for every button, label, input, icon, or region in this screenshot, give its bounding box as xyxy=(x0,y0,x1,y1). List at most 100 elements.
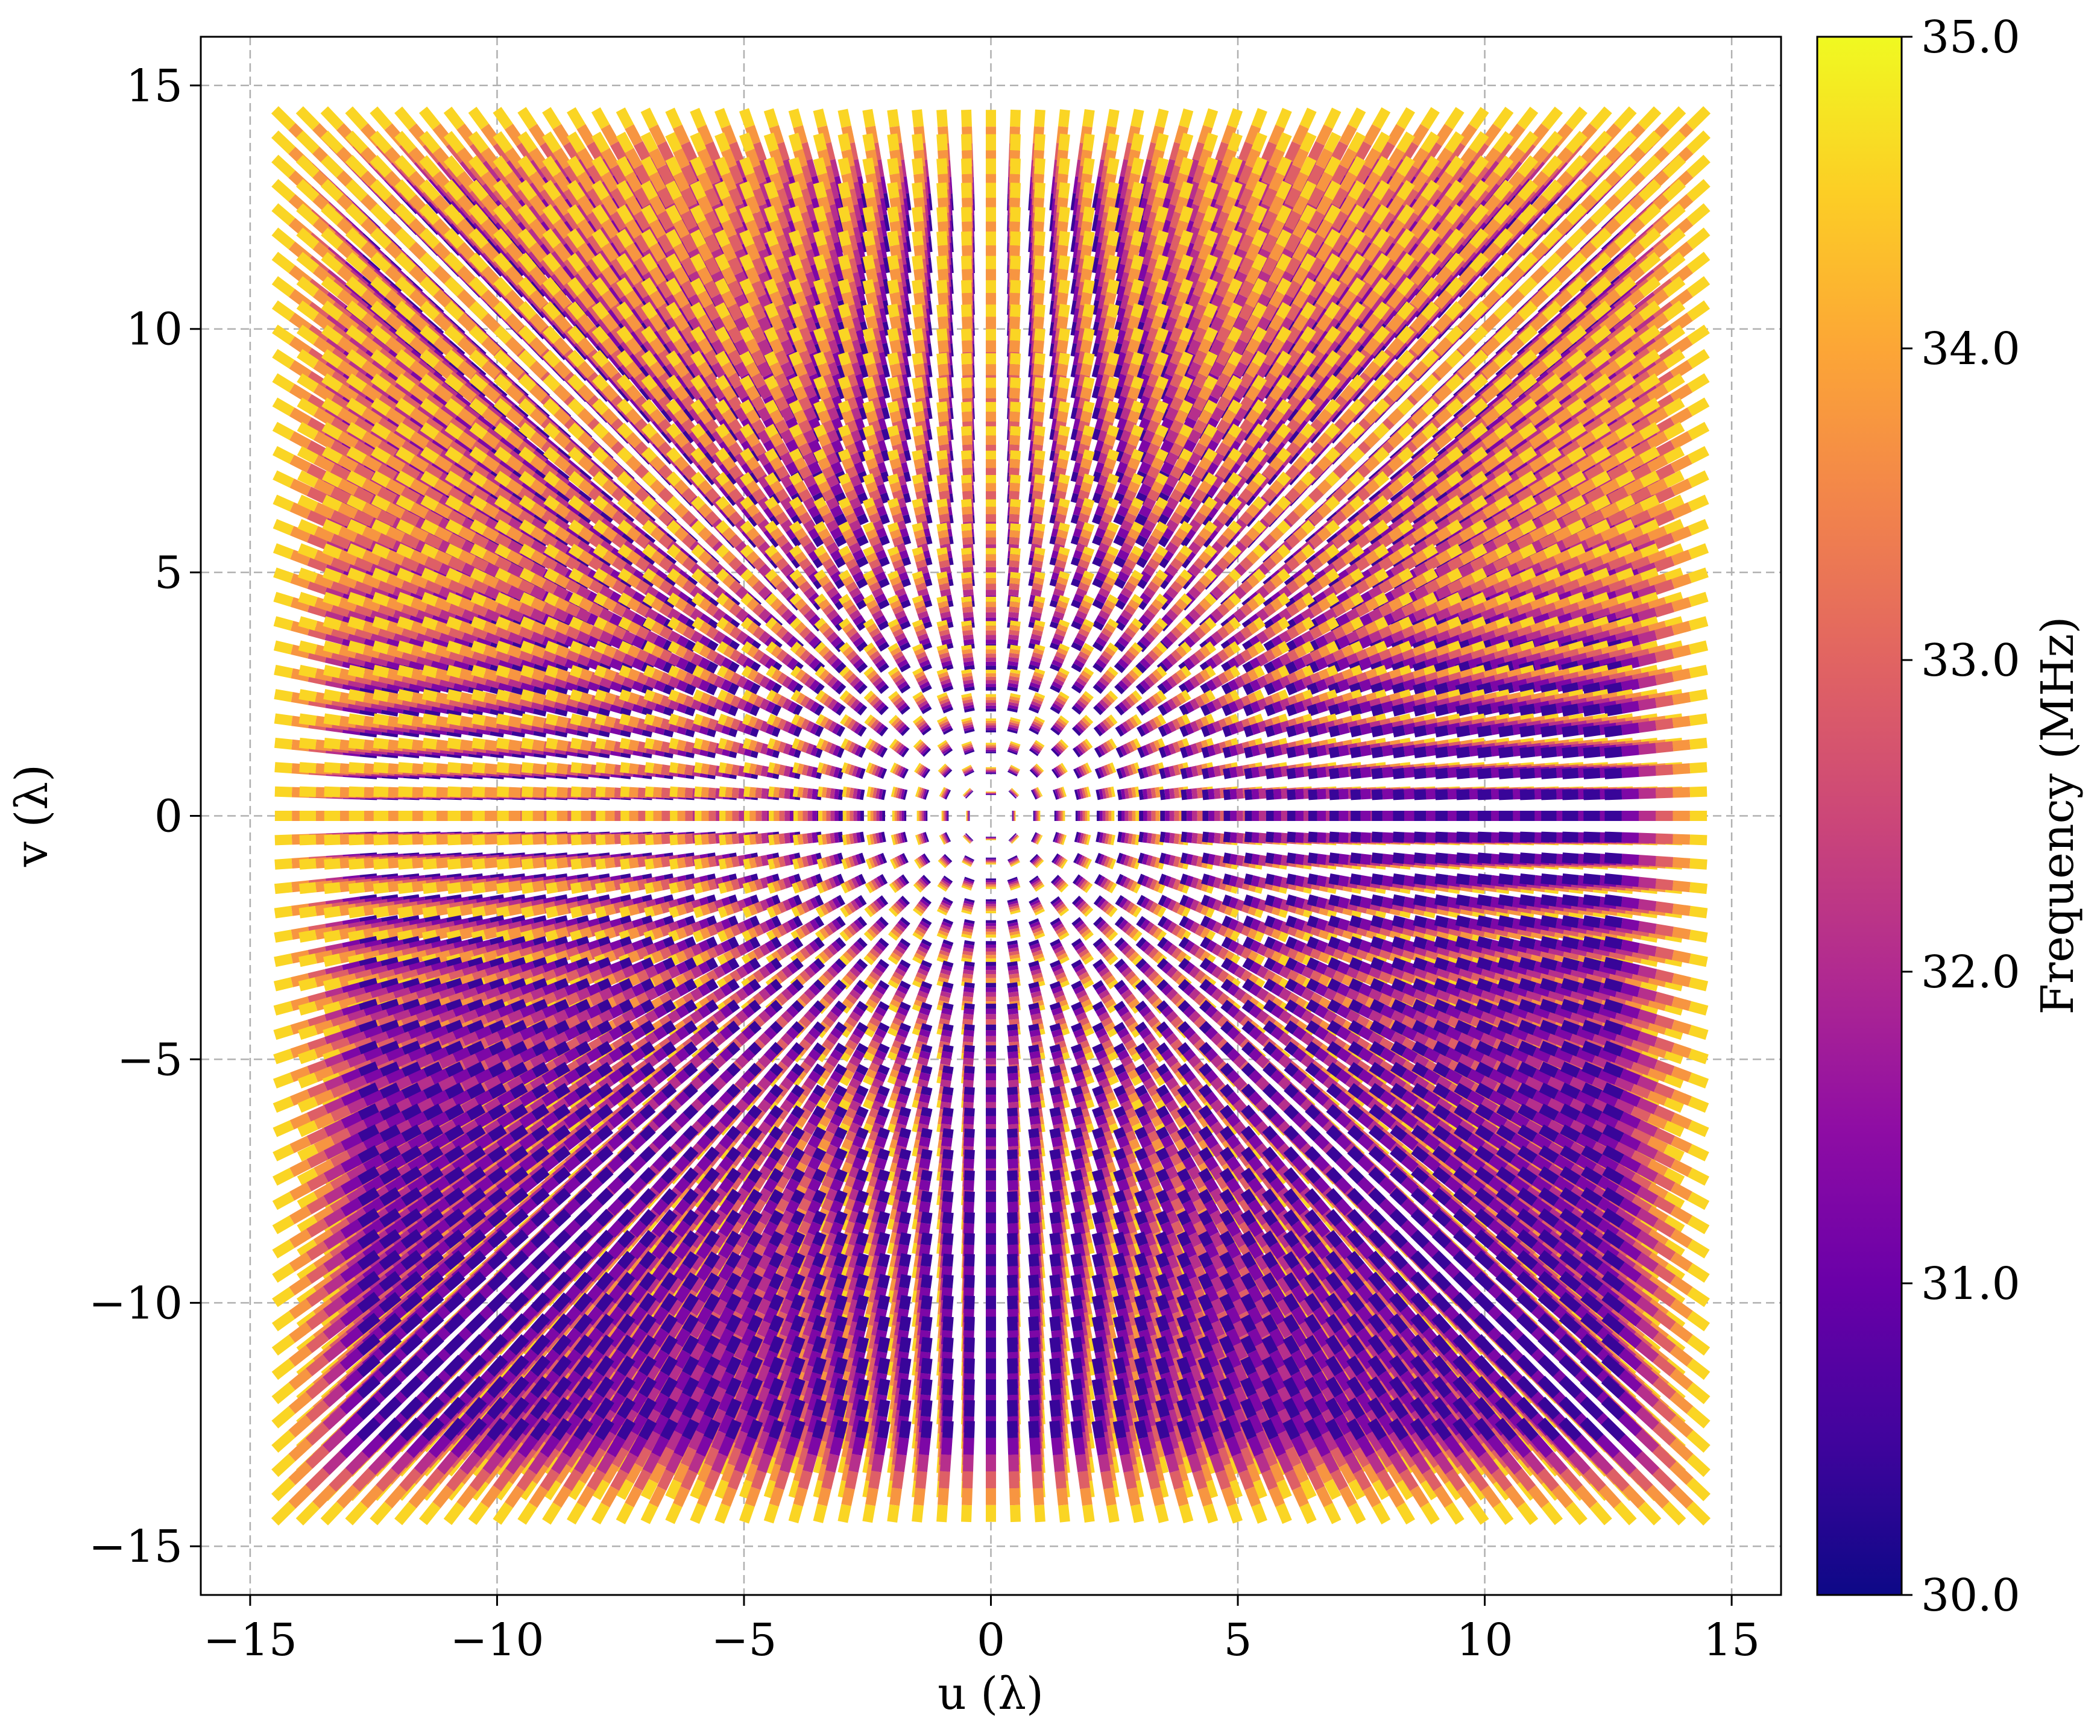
track-segment xyxy=(1175,376,1179,386)
track-segment xyxy=(868,304,871,316)
track-segment xyxy=(1289,166,1297,183)
track-segment xyxy=(1208,329,1213,341)
track-segment xyxy=(733,259,739,273)
track-segment xyxy=(670,183,678,198)
track-segment xyxy=(868,183,871,198)
track-segment xyxy=(1289,213,1297,228)
track-segment xyxy=(1304,304,1312,316)
track-segment xyxy=(1521,280,1534,293)
track-segment xyxy=(843,207,847,222)
track-segment xyxy=(695,134,702,151)
track-segment xyxy=(1087,207,1089,222)
track-segment xyxy=(654,293,662,306)
track-segment xyxy=(780,306,785,318)
track-segment xyxy=(1266,213,1273,228)
track-segment xyxy=(1237,363,1243,375)
track-segment xyxy=(1063,110,1065,127)
track-segment xyxy=(1438,127,1449,143)
track-segment xyxy=(461,269,473,283)
track-segment xyxy=(739,341,745,353)
track-segment xyxy=(1289,236,1297,251)
track-segment xyxy=(733,213,739,228)
track-segment xyxy=(1063,231,1065,245)
track-segment xyxy=(1280,207,1287,222)
track-segment xyxy=(1203,245,1208,259)
track-segment xyxy=(1391,388,1401,398)
track-segment xyxy=(1449,353,1460,364)
track-segment xyxy=(1250,245,1257,259)
track-segment xyxy=(798,317,803,329)
track-segment xyxy=(1297,293,1305,306)
track-segment xyxy=(1111,329,1114,341)
track-segment xyxy=(892,183,895,198)
track-segment xyxy=(1328,280,1337,293)
track-segment xyxy=(1179,293,1184,306)
track-segment xyxy=(1297,222,1305,236)
track-segment xyxy=(1135,183,1139,198)
track-segment xyxy=(1497,110,1510,127)
track-segment xyxy=(509,341,521,352)
track-segment xyxy=(780,398,785,409)
track-segment xyxy=(654,317,662,329)
track-segment xyxy=(1673,388,1690,398)
track-segment xyxy=(761,386,768,397)
track-segment xyxy=(1328,329,1337,341)
track-segment xyxy=(744,110,750,127)
track-segment xyxy=(784,341,790,353)
track-segment xyxy=(868,110,871,127)
track-segment xyxy=(850,398,854,409)
track-segment xyxy=(761,318,768,331)
track-segment xyxy=(756,398,762,409)
track-segment xyxy=(892,256,895,269)
track-segment xyxy=(1304,207,1312,222)
track-segment xyxy=(1237,341,1243,353)
track-segment xyxy=(793,134,798,151)
track-segment xyxy=(686,190,693,206)
track-segment xyxy=(917,304,919,316)
track-segment xyxy=(726,317,733,329)
track-segment xyxy=(966,231,967,245)
track-segment xyxy=(1038,341,1039,352)
track-segment xyxy=(1220,352,1226,363)
track-segment xyxy=(1690,256,1707,269)
track-segment xyxy=(780,352,785,363)
track-segment xyxy=(843,378,847,388)
track-segment xyxy=(1179,364,1184,375)
track-segment xyxy=(1087,256,1089,269)
track-segment xyxy=(1642,134,1657,151)
track-segment xyxy=(1132,341,1136,352)
track-segment xyxy=(1087,378,1089,388)
track-segment xyxy=(744,304,750,316)
track-segment xyxy=(1197,376,1203,386)
track-segment xyxy=(1304,256,1312,269)
track-segment xyxy=(1063,378,1065,388)
track-segment xyxy=(522,353,533,364)
track-segment xyxy=(750,341,756,352)
track-segment xyxy=(349,159,364,174)
track-segment xyxy=(798,293,803,306)
track-segment xyxy=(803,398,808,409)
track-segment xyxy=(726,293,733,306)
track-segment xyxy=(1304,159,1312,174)
track-segment xyxy=(818,353,822,364)
track-segment xyxy=(798,364,803,375)
track-segment xyxy=(868,231,871,245)
track-segment xyxy=(1328,304,1337,316)
track-segment xyxy=(374,183,388,198)
track-segment xyxy=(678,174,686,190)
track-segment xyxy=(1203,364,1208,375)
track-segment xyxy=(399,110,412,127)
track-segment xyxy=(793,353,798,364)
track-segment xyxy=(1208,280,1213,293)
track-segment xyxy=(1192,363,1197,375)
track-segment xyxy=(709,398,716,409)
track-segment xyxy=(774,364,780,375)
track-segment xyxy=(719,183,726,198)
track-segment xyxy=(774,293,780,306)
track-segment xyxy=(629,293,639,306)
track-segment xyxy=(678,388,686,398)
track-segment xyxy=(1690,134,1707,151)
track-segment xyxy=(1039,231,1041,245)
track-segment xyxy=(1175,329,1179,341)
track-segment xyxy=(1690,231,1707,245)
